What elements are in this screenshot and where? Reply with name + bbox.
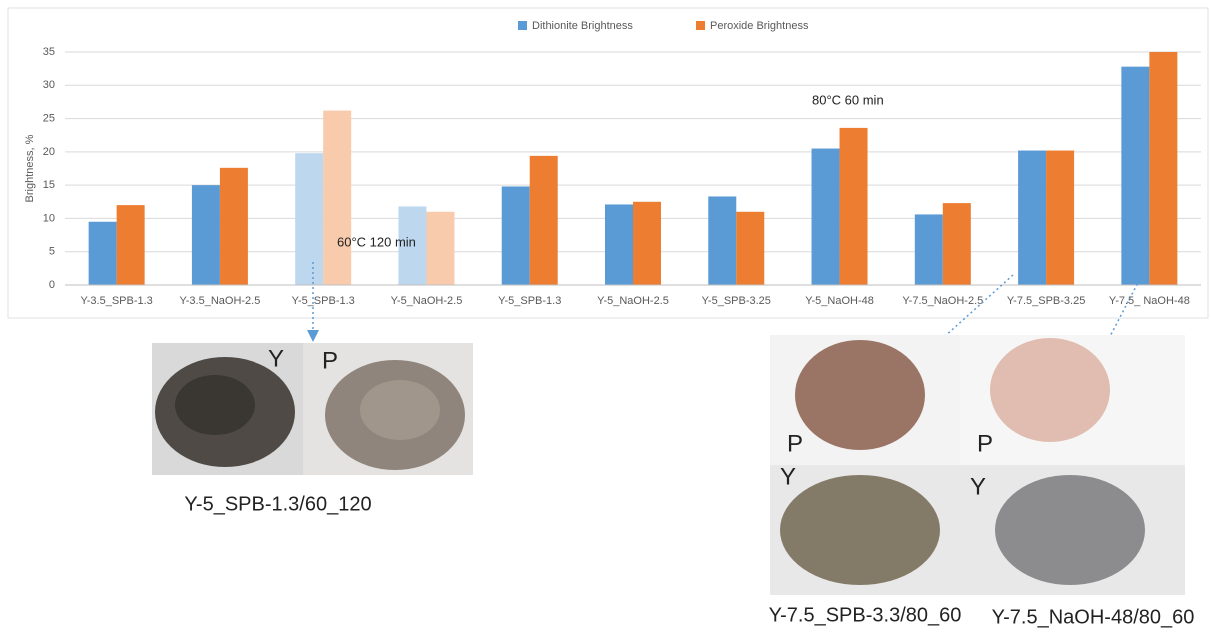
- photo-caption: Y-5_SPB-1.3/60_120: [184, 493, 371, 515]
- x-tick-label: Y-3.5_SPB-1.3: [80, 295, 152, 307]
- x-tick-label: Y-7.5_ NaOH-48: [1109, 295, 1190, 307]
- x-tick-label: Y-5_NaOH-2.5: [597, 295, 669, 307]
- bar: [1149, 52, 1177, 285]
- y-tick-label: 10: [43, 212, 55, 224]
- bar: [812, 149, 840, 285]
- bar: [840, 128, 868, 285]
- photo-letter: P: [322, 347, 338, 374]
- photo: [152, 343, 473, 475]
- bar: [192, 185, 220, 285]
- bar: [943, 203, 971, 285]
- bar: [89, 222, 117, 285]
- bar: [220, 168, 248, 285]
- y-tick-label: 5: [49, 246, 55, 258]
- y-tick-label: 30: [43, 79, 55, 91]
- x-tick-label: Y-7.5_NaOH-2.5: [902, 295, 983, 307]
- legend-swatch: [518, 21, 527, 30]
- y-tick-label: 25: [43, 112, 55, 124]
- bar: [426, 212, 454, 285]
- legend-swatch: [696, 21, 705, 30]
- y-tick-label: 20: [43, 146, 55, 158]
- bar: [323, 111, 351, 285]
- annotation: 80°C 60 min: [812, 92, 884, 107]
- bar: [1018, 151, 1046, 285]
- photo: [770, 335, 1185, 595]
- photo-letter: Y: [268, 345, 284, 372]
- bar: [605, 204, 633, 285]
- bar: [295, 153, 323, 285]
- x-tick-label: Y-5_SPB-1.3: [498, 295, 561, 307]
- legend-label: Peroxide Brightness: [710, 20, 809, 32]
- y-tick-label: 15: [43, 179, 55, 191]
- bar: [915, 214, 943, 285]
- photo-letter: P: [787, 430, 803, 457]
- y-axis-label: Brightness, %: [24, 134, 36, 202]
- x-tick-label: Y-5_SPB-3.25: [702, 295, 771, 307]
- x-tick-label: Y-7.5_SPB-3.25: [1007, 295, 1085, 307]
- x-tick-label: Y-5_NaOH-48: [805, 295, 874, 307]
- photo-caption: Y-7.5_NaOH-48/80_60: [992, 606, 1195, 628]
- x-tick-label: Y-5_SPB-1.3: [292, 295, 355, 307]
- bar: [530, 156, 558, 285]
- bar: [708, 196, 736, 285]
- bar: [1046, 151, 1074, 285]
- photo-letter: P: [977, 430, 993, 457]
- legend-label: Dithionite Brightness: [532, 20, 633, 32]
- bar: [502, 186, 530, 285]
- photo-caption: Y-7.5_SPB-3.3/80_60: [769, 604, 962, 626]
- page: 0 5 10 15 20 25 30 35 Brightness, % Dithionite Br…: [0, 0, 1211, 630]
- bar: [117, 205, 145, 285]
- x-tick-label: Y-5_NaOH-2.5: [391, 295, 463, 307]
- bar: [633, 202, 661, 285]
- bar: [1121, 67, 1149, 285]
- y-tick-label: 0: [49, 279, 55, 291]
- y-tick-label: 35: [43, 46, 55, 58]
- x-tick-label: Y-3.5_NaOH-2.5: [179, 295, 260, 307]
- photo-letter: Y: [970, 473, 986, 500]
- annotation: 60°C 120 min: [337, 234, 416, 249]
- photo-letter: Y: [780, 463, 796, 490]
- bar: [736, 212, 764, 285]
